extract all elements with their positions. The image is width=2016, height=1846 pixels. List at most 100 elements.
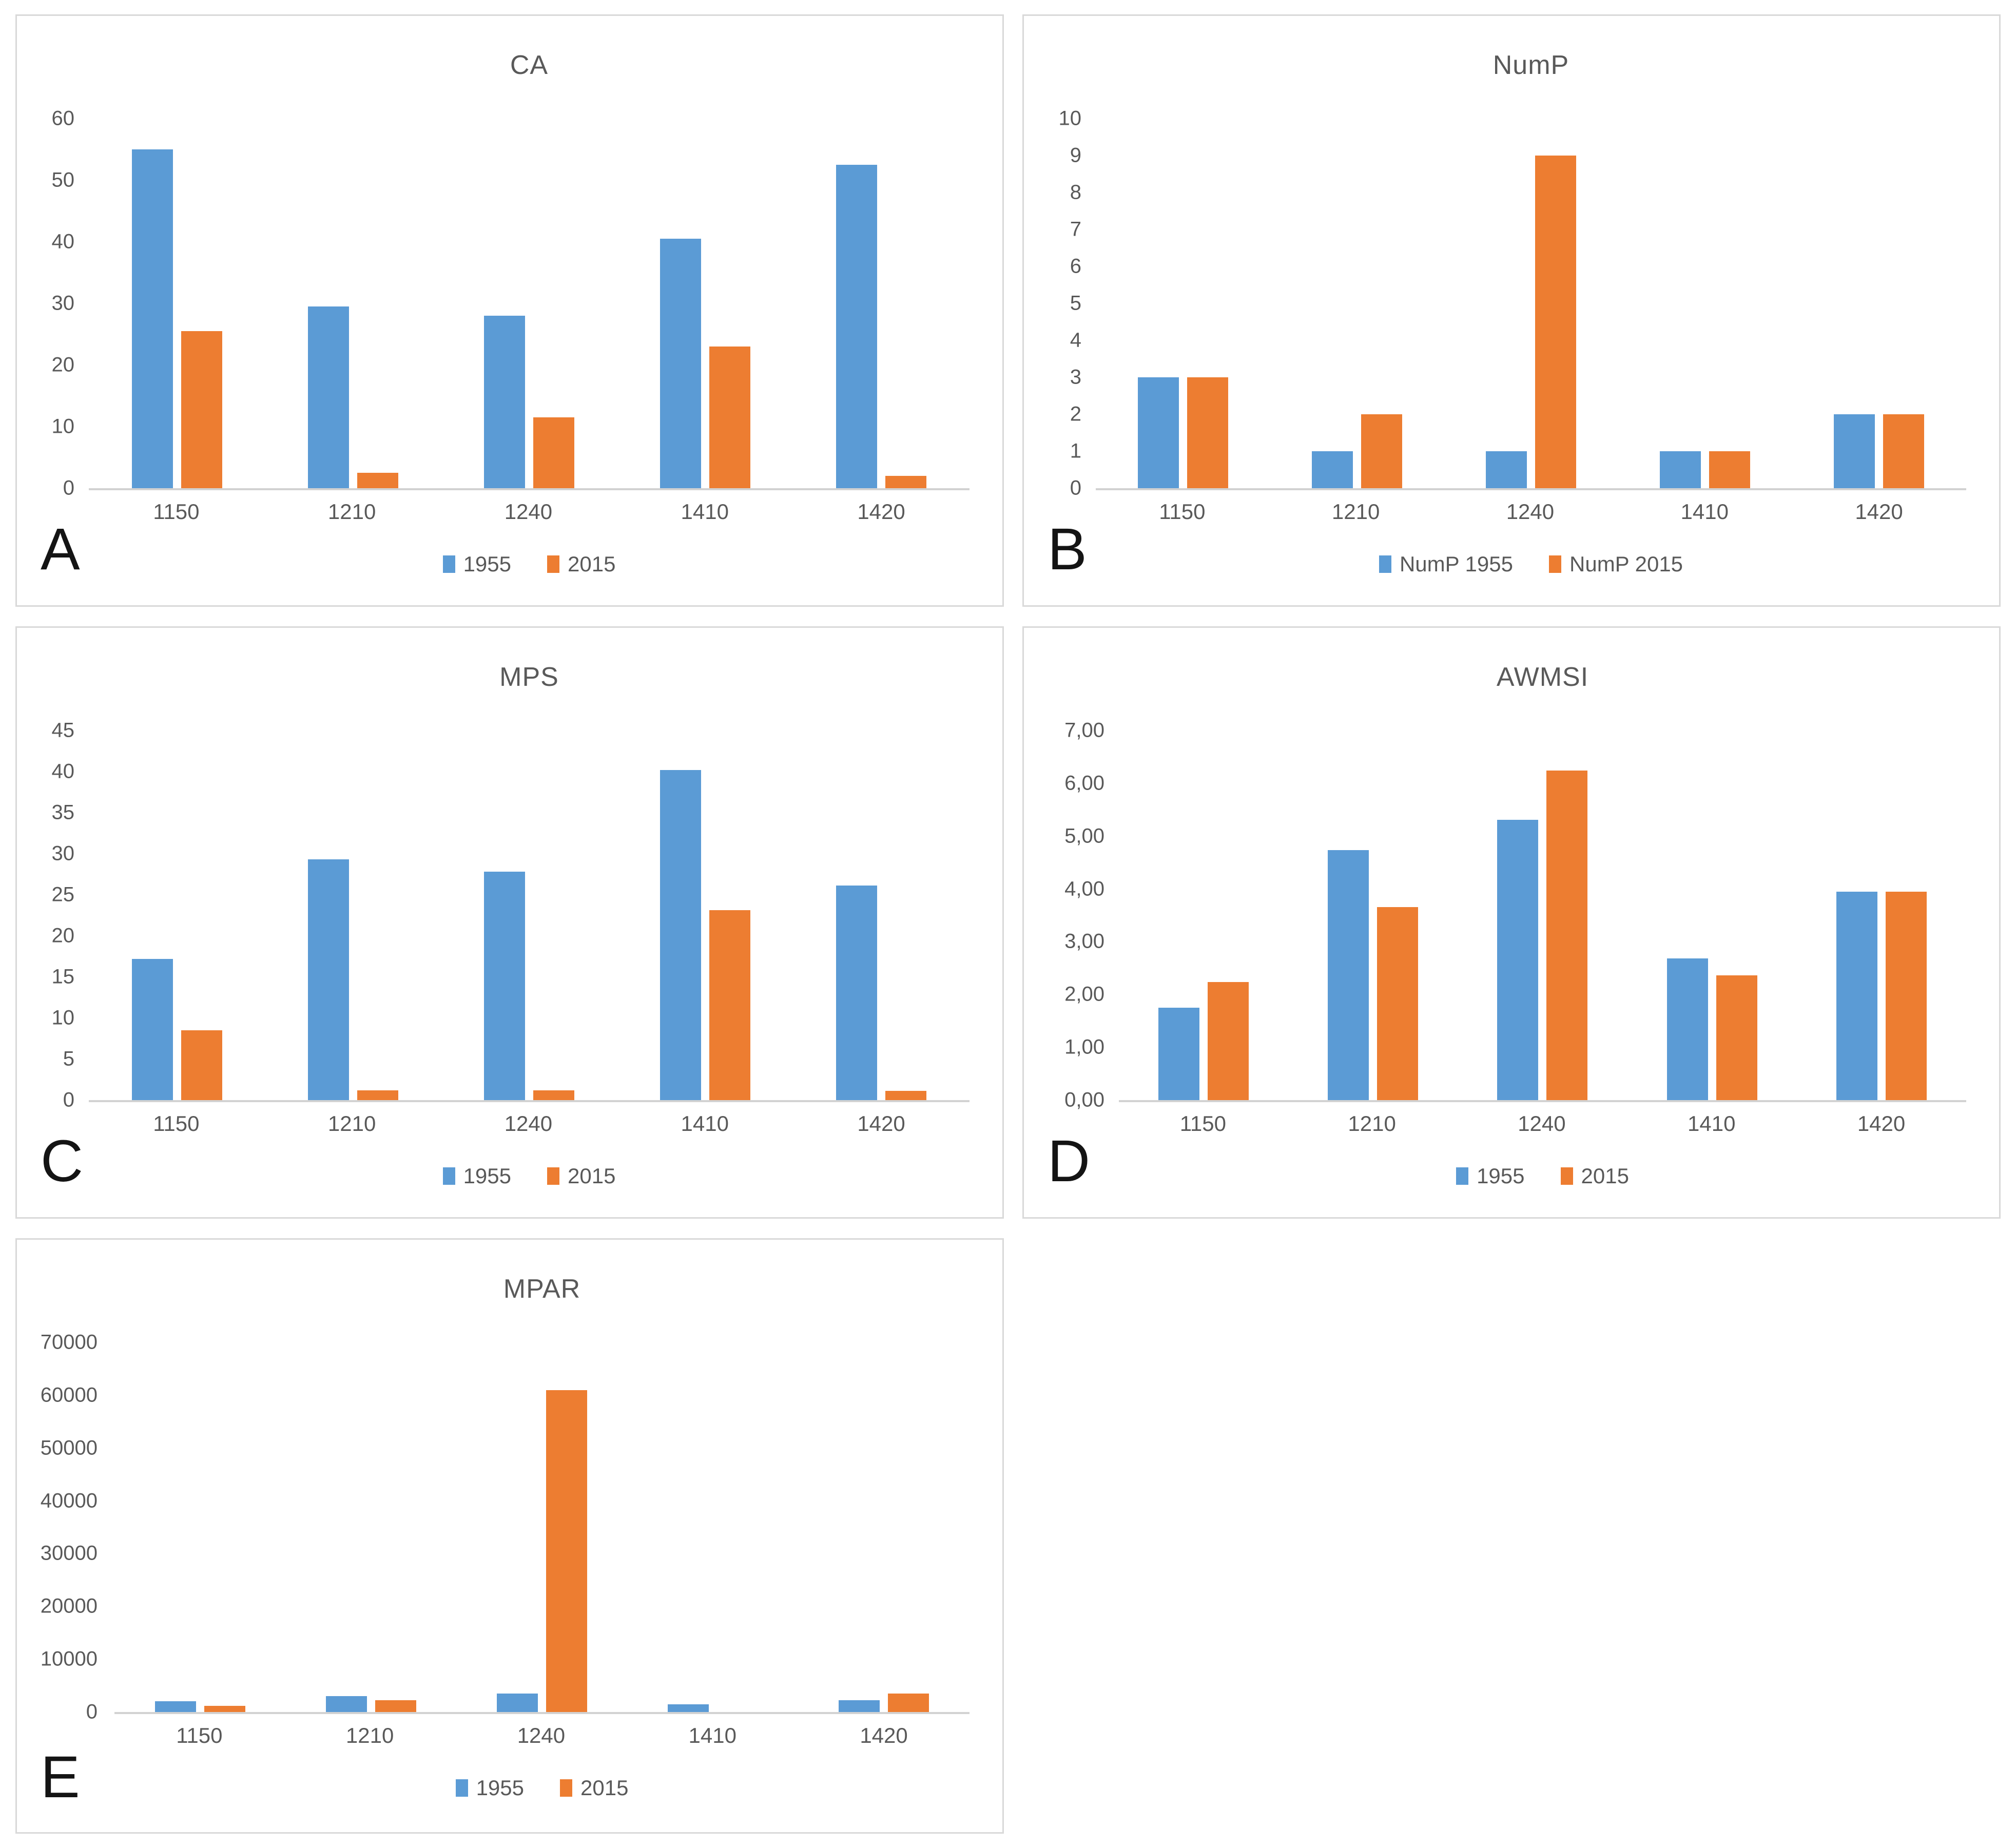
panel-letter-a: A xyxy=(41,516,80,582)
plot-area-b xyxy=(1096,119,1966,490)
x-axis-category-label: 1410 xyxy=(1688,1111,1736,1136)
y-axis-tick-label: 40 xyxy=(51,230,75,253)
legend-label: NumP 1955 xyxy=(1399,552,1513,576)
y-axis-e: 70000 60000 50000 40000 30000 20000 10000 0 xyxy=(17,1331,98,1723)
bar-group-1420 xyxy=(836,119,927,488)
legend-label: 1955 xyxy=(463,552,511,576)
y-axis-tick-label: 0 xyxy=(63,1088,74,1111)
bar-1955-1240 xyxy=(483,316,525,488)
legend-item-nump-1955: NumP 1955 xyxy=(1379,552,1513,576)
bar-2015-1150 xyxy=(204,1706,245,1712)
bar-group-1240 xyxy=(1497,730,1588,1100)
x-axis-category-label: 1410 xyxy=(1680,499,1729,524)
y-axis-tick-label: 3 xyxy=(1070,366,1081,389)
bar-1955-1210 xyxy=(325,1696,367,1712)
y-axis-tick-label: 20 xyxy=(51,924,75,947)
bar-2015-1420 xyxy=(888,1694,929,1712)
y-axis-tick-label: 2 xyxy=(1070,402,1081,426)
panel-letter-b: B xyxy=(1048,516,1087,582)
bar-nump-2015-1150 xyxy=(1187,377,1228,488)
x-axis-e: 1150 1210 1240 1410 1420 xyxy=(114,1723,970,1748)
y-axis-tick-label: 2,00 xyxy=(1064,983,1104,1006)
legend-swatch-icon xyxy=(1560,1167,1573,1185)
bar-group-1410 xyxy=(660,119,751,488)
y-axis-c: 45 40 35 30 25 20 15 10 5 0 xyxy=(17,719,75,1111)
y-axis-tick-label: 30 xyxy=(51,842,75,865)
x-axis-category-label: 1410 xyxy=(681,499,729,524)
bar-nump-2015-1420 xyxy=(1883,414,1925,488)
legend-label: 2015 xyxy=(580,1776,629,1800)
x-axis-category-label: 1240 xyxy=(504,499,553,524)
bar-1955-1150 xyxy=(154,1701,196,1712)
x-axis-a: 1150 1210 1240 1410 1420 xyxy=(89,499,970,524)
legend-item-2015: 2015 xyxy=(547,1164,615,1188)
x-axis-d: 1150 1210 1240 1410 1420 xyxy=(1119,1111,1966,1136)
bar-2015-1210 xyxy=(357,473,398,488)
bar-2015-1420 xyxy=(1885,892,1927,1100)
bar-2015-1420 xyxy=(885,476,927,488)
bar-2015-1410 xyxy=(709,347,751,488)
bar-1955-1420 xyxy=(1836,892,1877,1100)
bar-1955-1210 xyxy=(307,306,349,488)
bar-nump-1955-1150 xyxy=(1137,377,1179,488)
x-axis-category-label: 1150 xyxy=(1179,1111,1227,1136)
bar-group-1150 xyxy=(154,1342,245,1712)
x-axis-category-label: 1210 xyxy=(345,1723,394,1747)
bar-nump-1955-1410 xyxy=(1660,451,1701,488)
chart-title-mpar: MPAR xyxy=(503,1274,581,1304)
y-axis-tick-label: 8 xyxy=(1070,181,1081,204)
x-axis-category-label: 1210 xyxy=(1331,499,1380,524)
bar-1955-1410 xyxy=(1666,958,1708,1100)
chart-title-ca: CA xyxy=(510,50,549,80)
bar-group-1150 xyxy=(1137,119,1228,488)
y-axis-tick-label: 0 xyxy=(1070,476,1081,499)
bar-2015-1150 xyxy=(181,331,222,488)
bar-nump-2015-1410 xyxy=(1709,451,1751,488)
x-axis-b: 1150 1210 1240 1410 1420 xyxy=(1096,499,1966,524)
y-axis-tick-label: 50000 xyxy=(40,1436,98,1459)
bar-2015-1410 xyxy=(1716,975,1757,1100)
bar-group-1150 xyxy=(131,119,222,488)
legend-item-1955: 1955 xyxy=(1456,1164,1525,1188)
chart-panel-e: MPAR 70000 60000 50000 40000 30000 20000 10000… xyxy=(15,1238,1004,1834)
y-axis-tick-label: 7,00 xyxy=(1064,719,1104,742)
y-axis-tick-label: 1,00 xyxy=(1064,1035,1104,1059)
bar-group-1410 xyxy=(1660,119,1751,488)
bar-group-1420 xyxy=(836,730,927,1100)
bar-group-1420 xyxy=(1836,730,1927,1100)
y-axis-tick-label: 3,00 xyxy=(1064,930,1104,953)
bar-1955-1410 xyxy=(660,239,702,488)
y-axis-tick-label: 60000 xyxy=(40,1383,98,1407)
bar-group-1240 xyxy=(483,730,574,1100)
bar-2015-1150 xyxy=(181,1030,222,1100)
x-axis-category-label: 1150 xyxy=(176,1723,223,1747)
legend-swatch-icon xyxy=(442,1167,455,1185)
x-axis-category-label: 1150 xyxy=(153,499,200,524)
x-axis-category-label: 1240 xyxy=(1506,499,1555,524)
bar-1955-1420 xyxy=(836,886,878,1100)
y-axis-tick-label: 0,00 xyxy=(1064,1088,1104,1111)
bar-1955-1150 xyxy=(131,149,173,488)
bar-2015-1240 xyxy=(533,1090,574,1100)
y-axis-tick-label: 6,00 xyxy=(1064,772,1104,795)
y-axis-tick-label: 45 xyxy=(51,719,75,742)
legend-item-1955: 1955 xyxy=(442,1164,511,1188)
y-axis-tick-label: 30 xyxy=(51,292,75,315)
x-axis-category-label: 1410 xyxy=(681,1111,729,1136)
bar-2015-1240 xyxy=(533,417,574,488)
bar-2015-1150 xyxy=(1208,982,1249,1100)
bar-group-1150 xyxy=(131,730,222,1100)
bar-group-1210 xyxy=(1328,730,1419,1100)
y-axis-tick-label: 25 xyxy=(51,883,75,906)
legend-swatch-icon xyxy=(455,1779,468,1797)
bar-2015-1420 xyxy=(885,1091,927,1100)
panel-letter-c: C xyxy=(41,1128,84,1194)
y-axis-tick-label: 60 xyxy=(51,107,75,130)
y-axis-tick-label: 10000 xyxy=(40,1647,98,1670)
chart-panel-a: CA 60 50 40 30 20 10 0 1150 1210 1240 1410 1420 19… xyxy=(15,14,1004,607)
bar-2015-1240 xyxy=(546,1390,587,1712)
legend-label: 1955 xyxy=(1477,1164,1525,1188)
legend-item-nump-2015: NumP 2015 xyxy=(1549,552,1683,576)
x-axis-category-label: 1420 xyxy=(1857,1111,1906,1136)
